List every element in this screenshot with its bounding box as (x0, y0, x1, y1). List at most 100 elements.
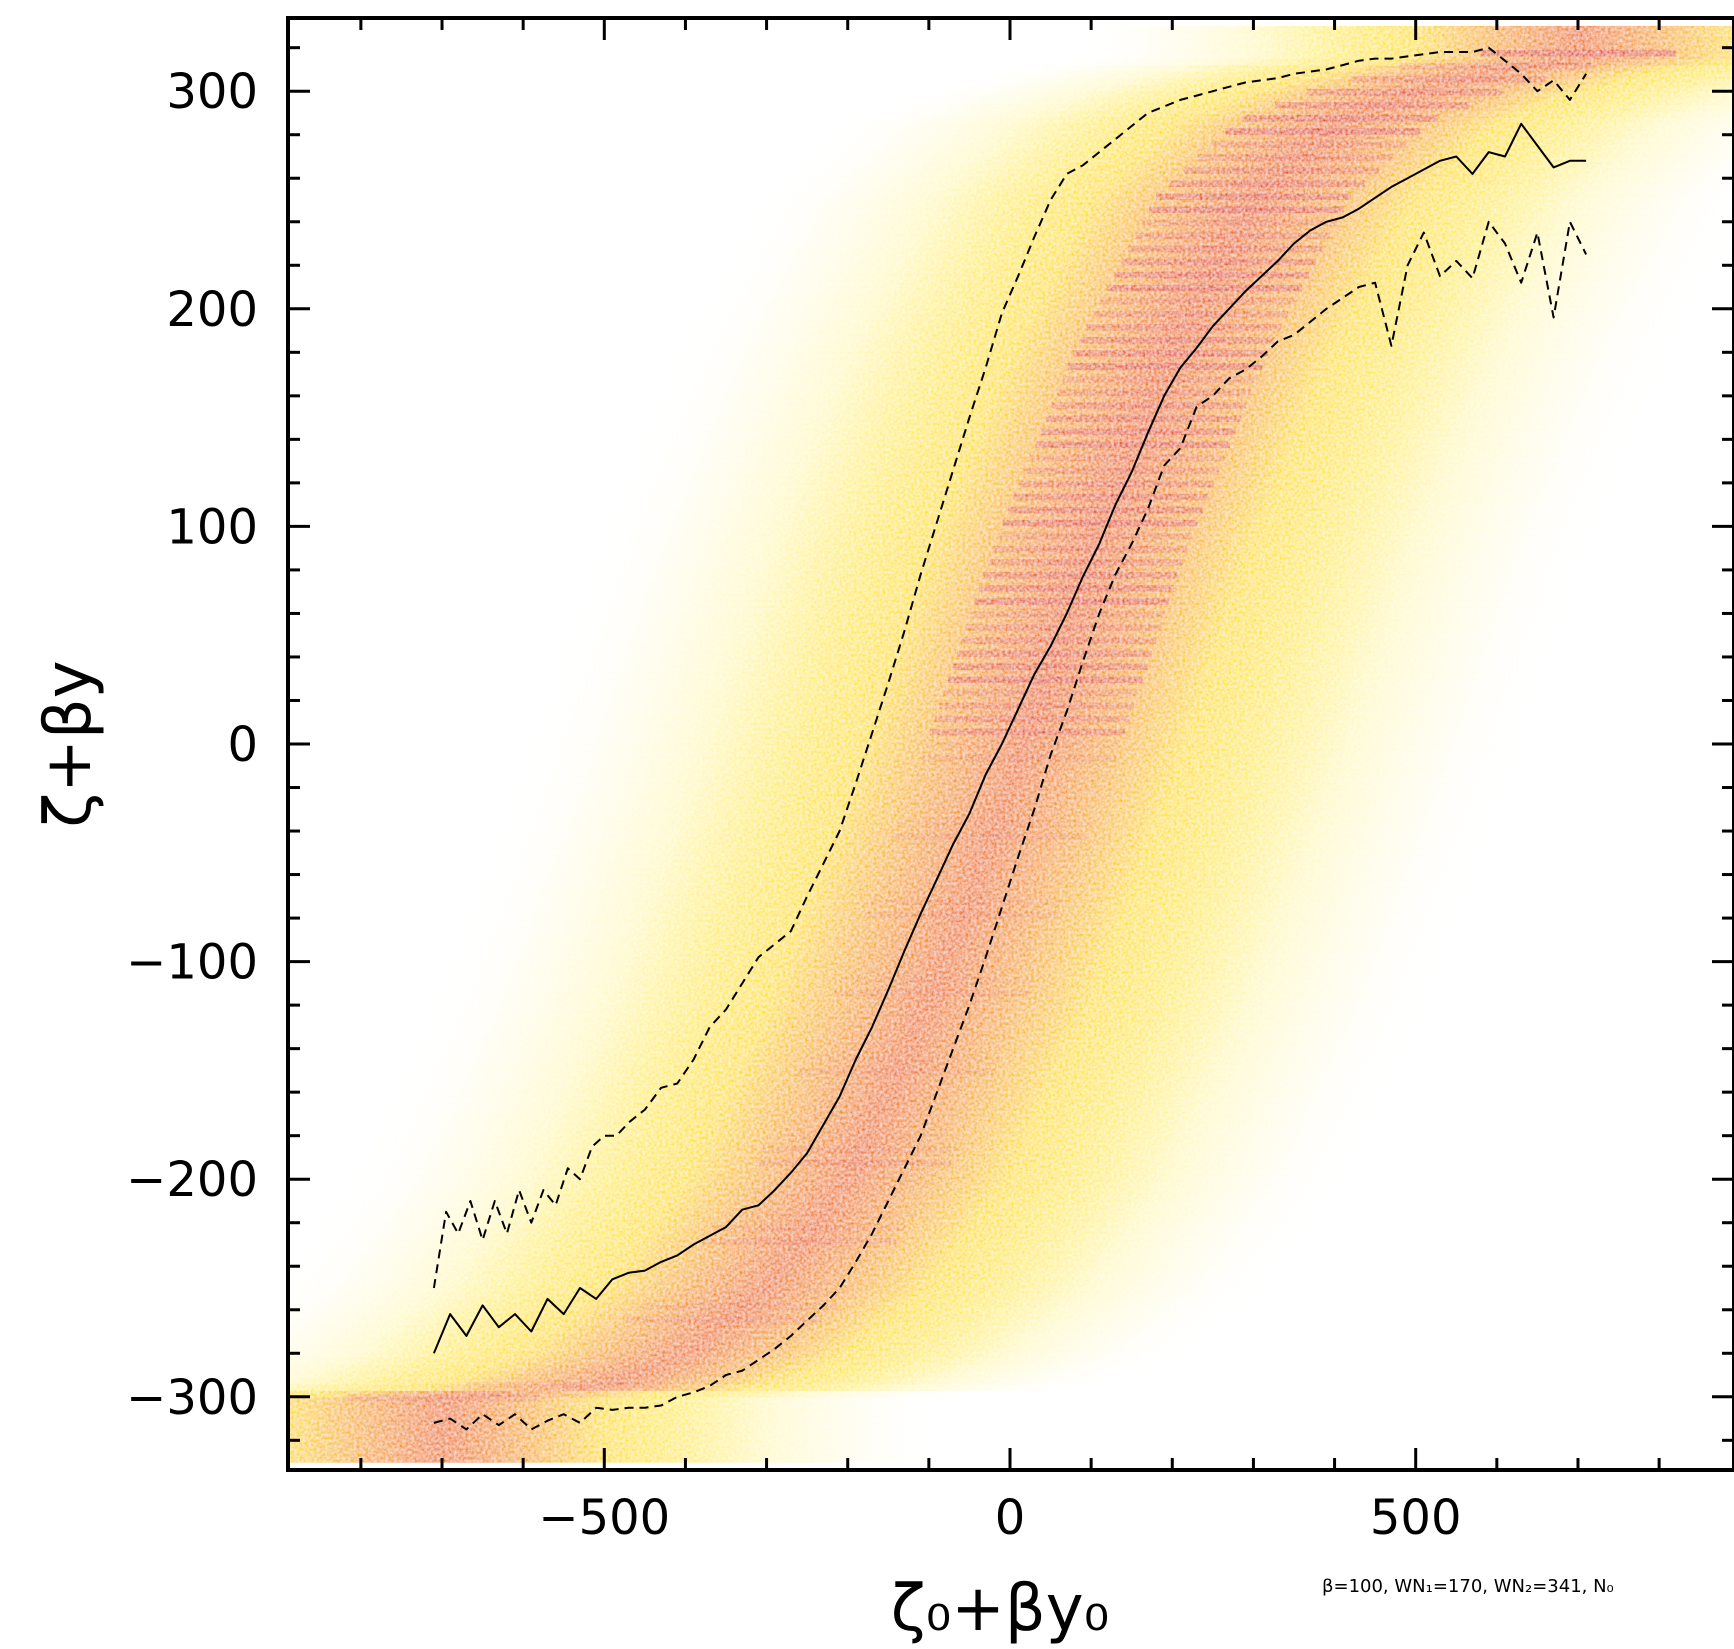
density-core (948, 676, 1143, 684)
x-tick-label: 500 (1370, 1490, 1462, 1546)
density-band (518, 750, 1525, 758)
density-core (921, 754, 1117, 762)
density-band (288, 1383, 1088, 1391)
density-core (930, 728, 1126, 736)
density-band (567, 606, 1574, 615)
density-band (340, 1181, 1347, 1189)
density-band (558, 633, 1565, 641)
y-tick-labels: 300 200 100 0 −100 −200 −300 (126, 64, 258, 1426)
density-band (589, 541, 1596, 549)
density-core (965, 624, 1161, 631)
y-tick-label: 100 (166, 499, 258, 555)
density-band (456, 920, 1463, 928)
density-band (1074, 38, 1734, 47)
density-band (427, 998, 1434, 1006)
density-band (390, 1076, 1397, 1085)
density-band (643, 411, 1650, 419)
density-core (1128, 245, 1323, 253)
density-band (288, 1409, 946, 1417)
density-band (733, 228, 1734, 236)
density-band (311, 1220, 1318, 1228)
density-band (381, 1096, 1388, 1104)
density-core (1056, 389, 1252, 396)
density-core (868, 898, 1064, 906)
density-core (1024, 467, 1220, 475)
density-band (468, 887, 1475, 895)
y-axis-title: ζ+βy (32, 660, 106, 827)
density-band (527, 724, 1534, 732)
density-band (330, 1194, 1337, 1202)
density-band (360, 1142, 1367, 1150)
density-band (611, 489, 1618, 497)
density-band (549, 659, 1556, 667)
density-band (594, 528, 1601, 536)
density-core (1029, 454, 1225, 462)
density-band (497, 809, 1504, 817)
density-core (863, 911, 1059, 919)
density-band (325, 1200, 1333, 1209)
density-band (387, 1083, 1394, 1091)
density-band (719, 254, 1726, 262)
density-band (288, 1285, 1269, 1293)
density-band (638, 424, 1645, 432)
density-band (288, 1416, 946, 1424)
density-band (288, 1403, 946, 1411)
density-band (288, 1331, 1212, 1339)
density-band (288, 1364, 1154, 1372)
density-band (301, 1233, 1308, 1241)
density-band (384, 1089, 1391, 1098)
density-core (1142, 219, 1337, 227)
density-band (441, 959, 1448, 967)
density-band (453, 926, 1460, 934)
dashed-series-line (432, 46, 1587, 1289)
density-band (1074, 52, 1734, 60)
density-band (444, 952, 1451, 961)
density-core (997, 532, 1193, 540)
density-core (1107, 284, 1303, 292)
density-core (1062, 376, 1258, 383)
density-core (721, 1212, 916, 1219)
density-band (363, 1135, 1370, 1143)
density-band (415, 1024, 1422, 1032)
density-band (504, 789, 1512, 797)
density-band (372, 1116, 1379, 1124)
density-band (288, 1442, 946, 1450)
density-band (698, 293, 1705, 301)
density-band (758, 189, 1734, 197)
density-core (983, 572, 1179, 579)
density-band (924, 84, 1734, 92)
density-band (288, 1370, 1138, 1378)
density-band (473, 874, 1480, 882)
density-band (1001, 65, 1734, 73)
density-band (288, 1396, 946, 1404)
density-heatmap (288, 25, 1734, 1463)
density-band (1074, 32, 1734, 40)
density-band (291, 1246, 1299, 1254)
density-band (605, 502, 1612, 510)
density-core (1019, 480, 1214, 488)
solid-series-line (432, 122, 1587, 1354)
density-core (1073, 350, 1268, 357)
density-band (288, 1357, 1170, 1365)
density-core (1008, 506, 1203, 514)
density-band (288, 1279, 1274, 1287)
density-core (1100, 297, 1296, 305)
density-band (288, 1266, 1284, 1274)
density-band (288, 1298, 1253, 1307)
density-core (799, 1068, 994, 1075)
density-band (855, 110, 1734, 118)
density-core (952, 663, 1148, 671)
density-band (480, 854, 1487, 863)
density-core (1079, 337, 1275, 344)
density-band (288, 1449, 946, 1457)
density-band (465, 894, 1473, 902)
series-lines (432, 46, 1587, 1431)
density-band (288, 1272, 1279, 1280)
density-core (466, 1381, 662, 1389)
density-core (762, 1146, 958, 1154)
density-band (288, 1429, 946, 1437)
density-core (956, 650, 1152, 657)
density-core (1399, 62, 1595, 70)
density-band (691, 306, 1698, 314)
density-band (485, 841, 1492, 850)
